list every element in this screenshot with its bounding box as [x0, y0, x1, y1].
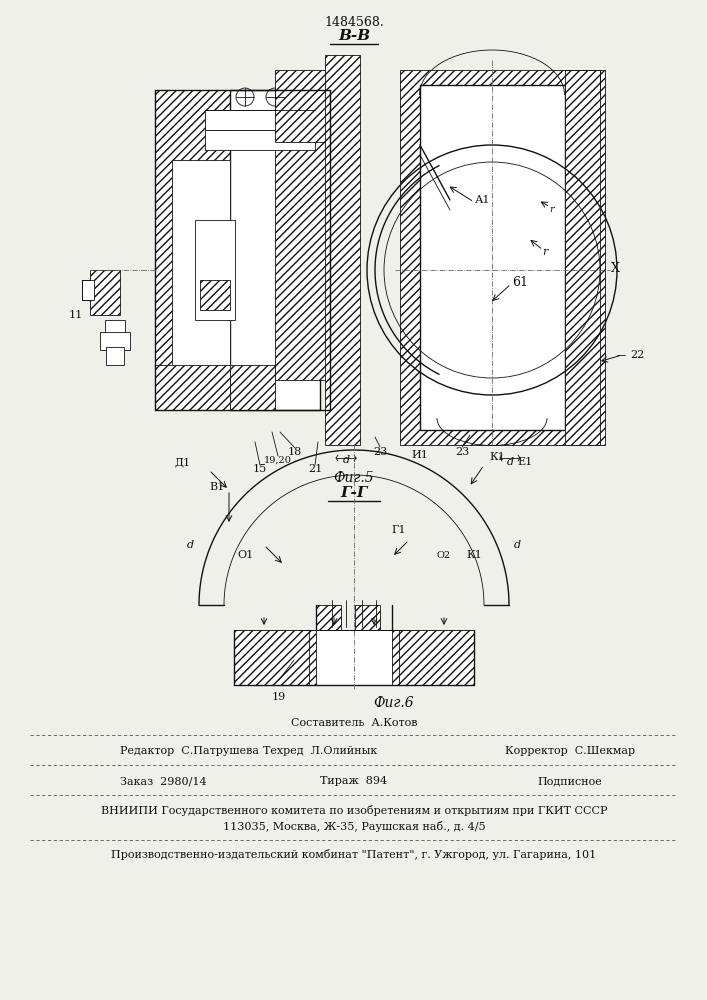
Text: Составитель  А.Котов: Составитель А.Котов	[291, 718, 417, 728]
Text: 19,20: 19,20	[264, 456, 292, 464]
Text: И1: И1	[411, 450, 428, 460]
Bar	[82, 280, 94, 300]
Text: 15: 15	[253, 464, 267, 474]
Text: 23: 23	[455, 447, 469, 457]
Bar	[105, 320, 125, 335]
Text: О1: О1	[238, 550, 254, 560]
Bar	[172, 160, 230, 380]
Bar	[565, 70, 600, 445]
Text: Заказ  2980/14: Заказ 2980/14	[120, 776, 206, 786]
Text: Подписное: Подписное	[537, 776, 602, 786]
Text: Фиг.5: Фиг.5	[334, 471, 374, 485]
Bar	[399, 630, 474, 685]
Bar	[106, 347, 124, 365]
Text: К1: К1	[466, 550, 482, 560]
Bar	[155, 365, 230, 410]
Bar	[234, 630, 474, 685]
Bar	[355, 605, 380, 630]
Text: Редактор  С.Патрушева: Редактор С.Патрушева	[120, 746, 259, 756]
Bar	[205, 130, 315, 150]
Text: ВНИИПИ Государственного комитета по изобретениям и открытиям при ГКИТ СССР: ВНИИПИ Государственного комитета по изоб…	[101, 806, 607, 816]
Text: d: d	[506, 457, 513, 467]
Bar	[316, 630, 392, 685]
Bar	[230, 90, 320, 410]
Bar	[420, 85, 565, 430]
Bar	[230, 365, 275, 410]
Text: r: r	[549, 206, 554, 215]
Text: Фиг.6: Фиг.6	[374, 696, 414, 710]
Text: 1484568.: 1484568.	[324, 15, 384, 28]
Bar	[200, 280, 230, 310]
Text: Г-Г: Г-Г	[340, 486, 368, 500]
Bar	[234, 630, 309, 685]
Bar	[90, 270, 120, 315]
Bar	[205, 110, 315, 130]
Text: Тираж  894: Тираж 894	[320, 776, 387, 786]
Text: А1: А1	[475, 195, 491, 205]
Bar	[275, 115, 330, 380]
Text: 22: 22	[630, 350, 644, 360]
Text: Техред  Л.Олийнык: Техред Л.Олийнык	[263, 746, 377, 756]
Text: d: d	[342, 455, 349, 465]
Text: В-В: В-В	[338, 29, 370, 43]
Text: О2: О2	[437, 550, 451, 560]
Text: d: d	[187, 540, 194, 550]
Text: 21: 21	[308, 464, 322, 474]
Bar	[100, 332, 130, 350]
Bar	[316, 605, 341, 630]
Text: Производственно-издательский комбинат "Патент", г. Ужгород, ул. Гагарина, 101: Производственно-издательский комбинат "П…	[112, 850, 597, 860]
Text: К1: К1	[489, 452, 505, 462]
Text: 11: 11	[69, 310, 83, 320]
Text: Д1: Д1	[175, 457, 191, 467]
Text: В1: В1	[209, 482, 224, 492]
Text: 19: 19	[272, 692, 286, 702]
Text: Е1: Е1	[517, 457, 532, 467]
Text: d: d	[514, 540, 521, 550]
Text: Г1: Г1	[392, 525, 407, 535]
Bar	[155, 90, 230, 410]
Bar	[195, 220, 235, 320]
Bar	[275, 70, 330, 142]
Bar	[325, 55, 360, 445]
Text: 23: 23	[373, 447, 387, 457]
Text: 113035, Москва, Ж-35, Раушская наб., д. 4/5: 113035, Москва, Ж-35, Раушская наб., д. …	[223, 820, 485, 832]
Text: Корректор  С.Шекмар: Корректор С.Шекмар	[505, 746, 635, 756]
Bar	[400, 70, 605, 445]
Text: r: r	[542, 247, 548, 257]
Text: 61: 61	[512, 275, 528, 288]
Text: 18: 18	[288, 447, 302, 457]
Text: X: X	[611, 261, 619, 274]
